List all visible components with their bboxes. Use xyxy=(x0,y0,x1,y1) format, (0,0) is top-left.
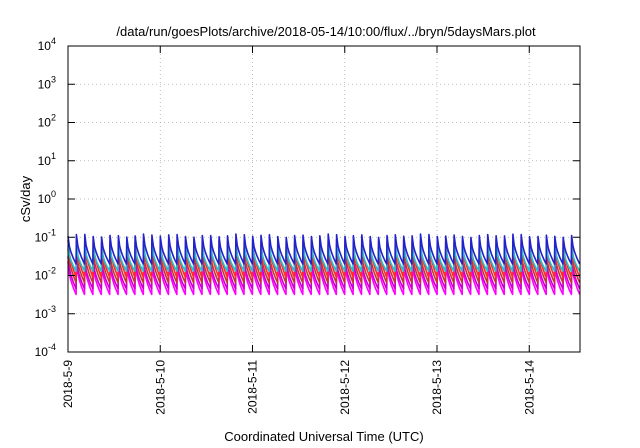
x-tick-label: 2018-5-9 xyxy=(61,360,75,408)
x-axis-label: Coordinated Universal Time (UTC) xyxy=(224,429,423,444)
y-tick-label: 101 xyxy=(38,151,56,168)
series-line xyxy=(67,259,581,296)
y-tick-label: 10-3 xyxy=(35,304,56,321)
y-tick-label: 102 xyxy=(38,113,56,130)
grid xyxy=(68,45,580,353)
series-group xyxy=(67,233,581,296)
y-axis: 10-4 10-3 10-2 10-1 100 101 102 103 104 xyxy=(35,36,580,359)
x-tick-label: 2018-5-11 xyxy=(246,360,260,414)
y-axis-label: cSv/day xyxy=(18,175,33,222)
x-axis: 2018-5-9 2018-5-10 2018-5-11 2018-5-12 2018-… xyxy=(61,46,536,415)
y-tick-label: 10-2 xyxy=(35,266,56,283)
x-tick-label: 2018-5-10 xyxy=(153,360,167,415)
x-tick-label: 2018-5-13 xyxy=(430,360,444,415)
y-tick-label: 104 xyxy=(38,36,56,53)
series-line xyxy=(67,243,581,272)
x-tick-label: 2018-5-14 xyxy=(522,360,536,415)
series-line xyxy=(67,255,581,290)
y-tick-label: 10-1 xyxy=(35,227,56,244)
chart-title: /data/run/goesPlots/archive/2018-05-14/1… xyxy=(116,24,536,39)
series-line xyxy=(67,248,581,284)
y-tick-label: 100 xyxy=(38,189,56,206)
y-tick-label: 10-4 xyxy=(35,342,56,359)
x-tick-label: 2018-5-12 xyxy=(338,360,352,415)
y-tick-label: 103 xyxy=(38,74,56,91)
series-line xyxy=(67,233,581,265)
